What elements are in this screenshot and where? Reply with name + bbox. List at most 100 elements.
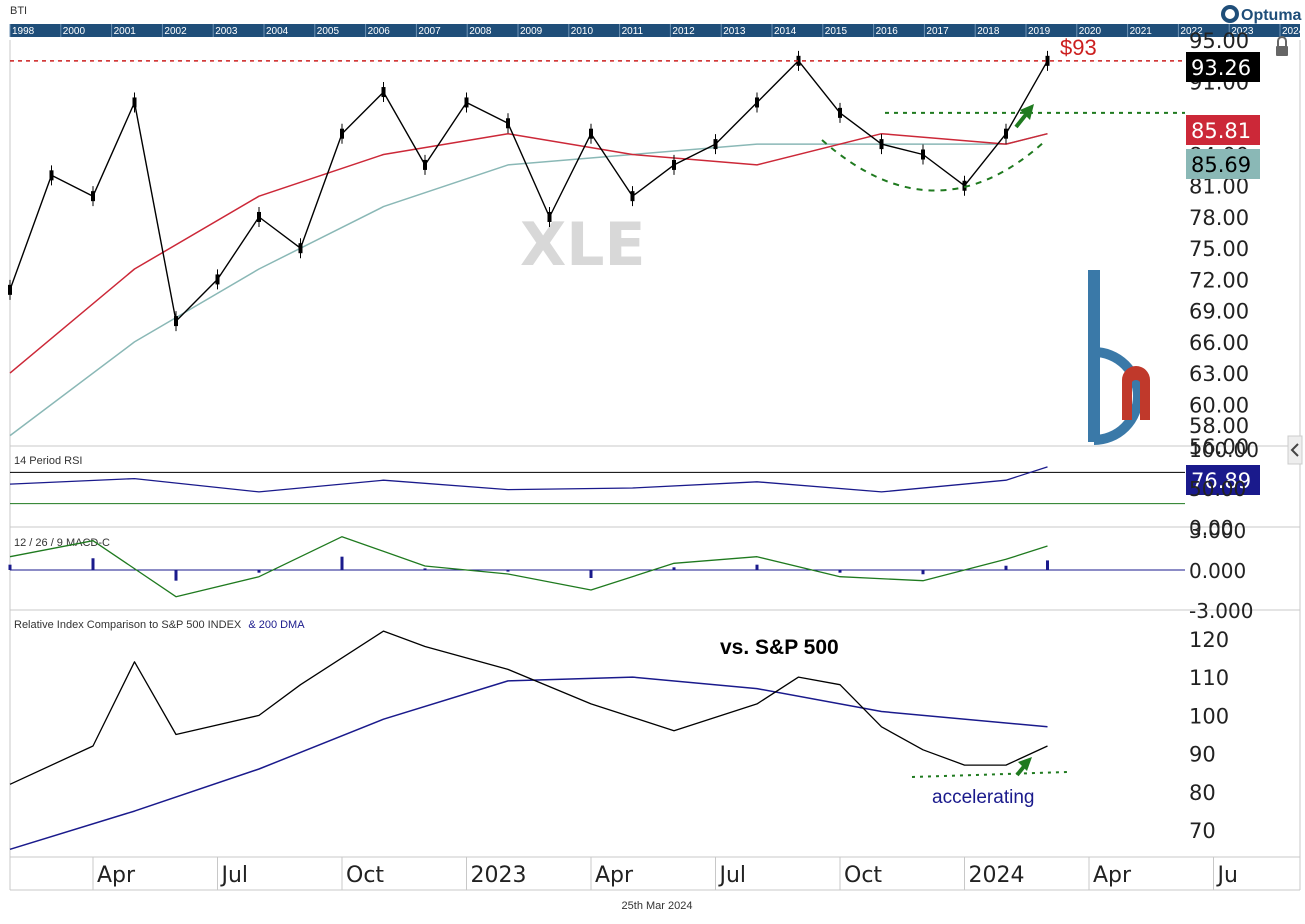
- optuma-logo-icon: [1221, 5, 1239, 23]
- x-tick-label: Apr: [97, 863, 136, 888]
- candle-body: [340, 128, 344, 139]
- x-tick-label: 2024: [969, 863, 1025, 888]
- badge-box: [1186, 52, 1260, 82]
- y-tick-label: 72.00: [1189, 268, 1249, 292]
- y-tick-label: 80: [1189, 781, 1216, 805]
- candle-body: [547, 211, 552, 222]
- macd-line: [9, 536, 1048, 598]
- timeline-year: 2004: [266, 26, 289, 37]
- price-annotations: $93: [10, 35, 1185, 192]
- candle-body: [215, 274, 220, 285]
- candle-body: [91, 191, 95, 202]
- relative-annotation-label: accelerating: [932, 787, 1034, 808]
- candle-body: [298, 243, 303, 254]
- resistance-label: $93: [1060, 35, 1097, 60]
- rsi-series: [9, 466, 1185, 505]
- y-tick-label: 95.00: [1189, 29, 1249, 53]
- y-tick-label: 60.00: [1189, 393, 1249, 417]
- y-tick-label: 100.00: [1189, 438, 1259, 462]
- ma-mid-line: [9, 132, 1048, 374]
- candle-body: [464, 97, 469, 108]
- x-axis: Apr Jul Oct 2023 Apr Jul Oct 2024 Apr Ju: [92, 857, 1238, 890]
- candle-body: [132, 97, 137, 108]
- y-tick-label: 63.00: [1189, 362, 1249, 386]
- y-tick-label: 100: [1189, 704, 1229, 728]
- timeline-year: 2019: [1028, 26, 1051, 37]
- price-y-ticks: 95.0091.0087.0084.0081.0078.0075.0072.00…: [1189, 29, 1249, 459]
- x-tick-label: Apr: [1093, 863, 1132, 888]
- badge-label: 85.69: [1191, 153, 1251, 177]
- x-tick-label: 2023: [471, 863, 527, 888]
- y-tick-label: 50.00: [1189, 477, 1246, 501]
- badge-label: 76.89: [1191, 469, 1251, 493]
- timeline-year: 2008: [469, 26, 492, 37]
- timeline-year: 1998: [12, 26, 35, 37]
- timeline-year: 2024: [1282, 26, 1305, 37]
- badge-label: 93.26: [1191, 56, 1251, 80]
- candle-body: [672, 159, 676, 170]
- timeline-year: 2003: [215, 26, 238, 37]
- candle-body: [1004, 128, 1008, 139]
- y-tick-label: 69.00: [1189, 300, 1249, 324]
- relative-title-group: Relative Index Comparison to S&P 500 IND…: [14, 619, 305, 631]
- panel-frames: [9, 40, 1301, 891]
- y-tick-label: -3.000: [1189, 599, 1253, 623]
- candle-body: [921, 149, 925, 160]
- rsi-line: [9, 466, 1048, 493]
- candle-body: [589, 128, 593, 139]
- rsi-y-ticks: 100.00 50.00 0.00: [1189, 438, 1259, 540]
- value-badge: 93.26: [1186, 52, 1260, 82]
- relative-dma-line: [9, 676, 1048, 851]
- timeline-year: 2016: [876, 26, 899, 37]
- lock-icon[interactable]: [1276, 36, 1288, 56]
- brand-name: Optuma: [1241, 7, 1302, 24]
- x-tick-label: Oct: [844, 863, 882, 888]
- relative-arrow-head: [1018, 757, 1032, 771]
- timeline-year: 2015: [825, 26, 848, 37]
- y-tick-label: 120: [1189, 628, 1229, 652]
- price-line: [9, 60, 1049, 322]
- candle-body: [838, 107, 842, 118]
- y-tick-label: 70: [1189, 819, 1216, 843]
- candle-body: [755, 97, 759, 108]
- timeline-year: 2018: [977, 26, 1000, 37]
- candle-body: [506, 118, 510, 129]
- timeline-years: 1998 2000 2001 2002 2003 2004 2005 2006 2007 2008…: [9, 24, 1305, 37]
- x-tick-label: Oct: [346, 863, 384, 888]
- badge-box: [1186, 465, 1260, 495]
- timeline-year: 2007: [418, 26, 441, 37]
- timeline-year: 2000: [63, 26, 86, 37]
- ma-slow-line: [9, 132, 1048, 437]
- timeline-year: 2017: [926, 26, 949, 37]
- candle-body: [174, 316, 178, 327]
- y-tick-label: 0.00: [1189, 516, 1234, 540]
- relative-annotations: accelerating: [911, 757, 1069, 808]
- macd-title: 12 / 26 / 9 MACD-C: [14, 537, 110, 549]
- y-tick-label: 110: [1189, 666, 1229, 690]
- relative-title: Relative Index Comparison to S&P 500 IND…: [14, 619, 242, 631]
- candle-body: [630, 191, 635, 202]
- y-tick-label: 66.00: [1189, 331, 1249, 355]
- timeline-year: 2010: [571, 26, 594, 37]
- y-tick-label: 58.00: [1189, 414, 1249, 438]
- relative-y-ticks: 120 110 100 90 80 70: [1189, 628, 1229, 843]
- x-tick-label: Ju: [1216, 863, 1238, 888]
- timeline-bar[interactable]: [10, 24, 1300, 37]
- y-tick-label: 75.00: [1189, 237, 1249, 261]
- value-badge: 76.89: [1186, 465, 1260, 495]
- candle-body: [962, 180, 967, 191]
- rsi-title: 14 Period RSI: [14, 455, 82, 467]
- candle-body: [879, 139, 884, 150]
- footer-date: 25th Mar 2024: [622, 900, 693, 912]
- timeline-year: 2022: [1180, 26, 1203, 37]
- y-tick-label: 90: [1189, 743, 1216, 767]
- y-tick-label: 78.00: [1189, 206, 1249, 230]
- timeline-year: 2001: [114, 26, 137, 37]
- timeline-year: 2009: [520, 26, 543, 37]
- relative-subtitle: vs. S&P 500: [720, 636, 839, 659]
- chevron-left-icon[interactable]: [1287, 435, 1303, 465]
- timeline-year: 2005: [317, 26, 340, 37]
- x-tick-label: Jul: [220, 863, 249, 888]
- timeline-year: 2013: [723, 26, 746, 37]
